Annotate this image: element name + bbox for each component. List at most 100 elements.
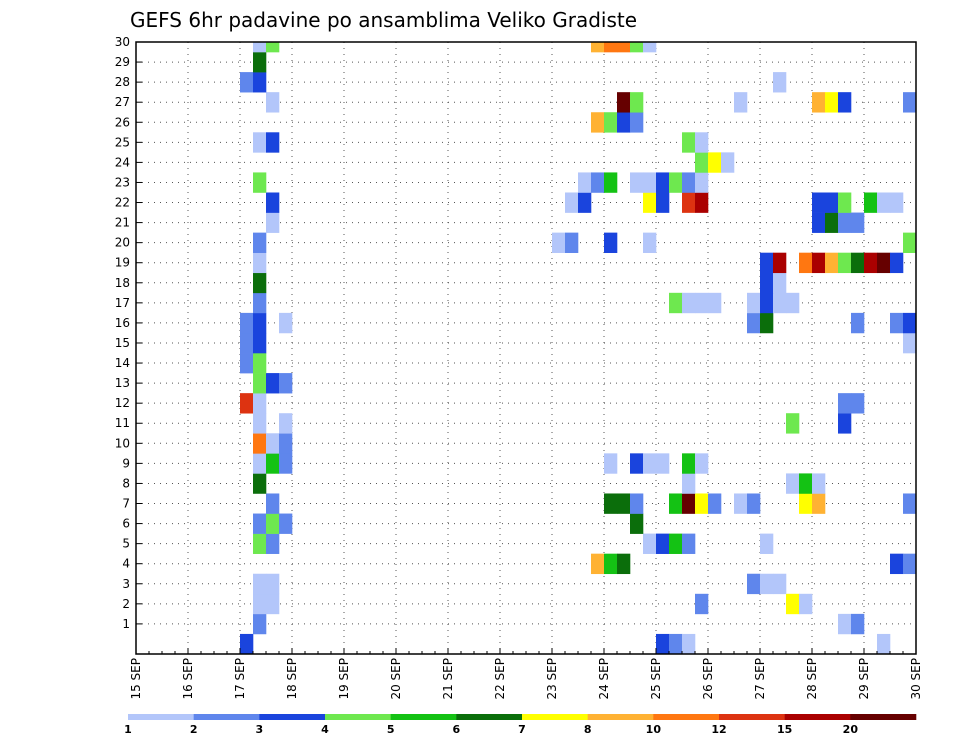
heatmap-cell <box>812 252 826 274</box>
x-tick-label: 23 SEP <box>545 658 559 700</box>
y-tick-label: 22 <box>115 196 130 210</box>
heatmap-cell <box>682 132 696 153</box>
heatmap-cell <box>682 192 696 213</box>
heatmap-cell <box>604 553 618 575</box>
heatmap-cell <box>877 192 891 213</box>
heatmap-cell <box>799 473 813 494</box>
heatmap-cell <box>773 292 787 314</box>
heatmap-cell <box>240 312 254 334</box>
y-tick-label: 13 <box>115 376 130 390</box>
heatmap-cell <box>812 473 826 494</box>
x-tick-label: 16 SEP <box>181 658 195 700</box>
heatmap-cell <box>851 613 865 635</box>
heatmap-cell <box>604 42 618 53</box>
heatmap-cell <box>903 493 917 514</box>
heatmap-cell <box>266 132 280 153</box>
heatmap-cell <box>669 633 683 655</box>
heatmap-cell <box>266 513 280 534</box>
heatmap-cell <box>617 112 631 133</box>
heatmap-cell <box>279 413 293 434</box>
heatmap-cell <box>682 172 696 193</box>
heatmap-cell <box>266 433 280 454</box>
heatmap-cell <box>812 212 826 233</box>
heatmap-cell <box>864 252 878 274</box>
colorbar-swatch <box>653 714 720 720</box>
heatmap-cell <box>656 192 670 213</box>
heatmap-cell <box>825 252 839 274</box>
heatmap-cell <box>266 192 280 213</box>
colorbar-swatch <box>193 714 260 720</box>
heatmap-cell <box>786 413 800 434</box>
colorbar-swatch <box>784 714 851 720</box>
heatmap-cell <box>656 172 670 193</box>
y-tick-label: 14 <box>115 356 130 370</box>
y-tick-label: 27 <box>115 95 130 109</box>
y-tick-label: 24 <box>115 155 130 169</box>
heatmap-cell <box>279 312 293 334</box>
heatmap-cell <box>773 272 787 294</box>
heatmap-cell <box>838 92 852 113</box>
heatmap-cell <box>864 192 878 213</box>
x-tick-label: 19 SEP <box>337 658 351 700</box>
heatmap-cell <box>266 212 280 233</box>
heatmap-cell <box>708 292 722 314</box>
y-tick-label: 5 <box>122 537 130 551</box>
y-tick-label: 7 <box>122 497 130 511</box>
y-tick-label: 4 <box>122 557 130 571</box>
heatmap-cell <box>825 192 839 213</box>
colorbar-label: 2 <box>190 723 198 736</box>
heatmap-cell <box>630 172 644 193</box>
heatmap-cell <box>240 353 254 374</box>
heatmap-cell <box>747 312 761 334</box>
heatmap-cell <box>851 312 865 334</box>
heatmap-cell <box>266 493 280 514</box>
heatmap-cell <box>786 292 800 314</box>
heatmap-cell <box>695 292 709 314</box>
heatmap-cell <box>656 453 670 474</box>
heatmap-cell <box>682 292 696 314</box>
colorbar-swatch <box>128 714 194 720</box>
x-tick-label: 18 SEP <box>285 658 299 700</box>
heatmap-cell <box>695 132 709 153</box>
colorbar-swatch <box>456 714 523 720</box>
heatmap-cell <box>825 212 839 233</box>
heatmap-cell <box>851 252 865 274</box>
heatmap-cell <box>734 493 748 514</box>
x-tick-label: 27 SEP <box>753 658 767 700</box>
colorbar-swatch <box>259 714 326 720</box>
heatmap-cell <box>240 633 254 655</box>
x-tick-label: 26 SEP <box>701 658 715 700</box>
heatmap-cell <box>695 493 709 514</box>
y-tick-label: 15 <box>115 336 130 350</box>
heatmap-cell <box>695 172 709 193</box>
heatmap-cell <box>682 453 696 474</box>
y-tick-label: 11 <box>115 416 130 430</box>
heatmap-cell <box>643 192 657 213</box>
x-tick-label: 17 SEP <box>233 658 247 700</box>
heatmap-cell <box>617 42 631 53</box>
heatmap-cell <box>773 72 787 93</box>
heatmap-cell <box>253 232 267 253</box>
heatmap-cell <box>253 533 267 554</box>
heatmap-cell <box>669 493 683 514</box>
heatmap-cell <box>604 232 618 253</box>
heatmap-cell <box>890 192 904 213</box>
y-tick-label: 17 <box>115 296 130 310</box>
heatmap-cell <box>903 312 917 334</box>
heatmap-cell <box>838 413 852 434</box>
heatmap-cell <box>695 152 709 173</box>
heatmap-cell <box>760 272 774 294</box>
heatmap-cell <box>266 92 280 113</box>
y-tick-label: 26 <box>115 115 130 129</box>
y-tick-label: 2 <box>122 597 130 611</box>
heatmap-cell <box>253 312 267 334</box>
heatmap-cell <box>253 573 267 595</box>
x-tick-label: 29 SEP <box>857 658 871 700</box>
heatmap-cell <box>838 252 852 274</box>
heatmap-cell <box>682 493 696 514</box>
y-tick-label: 9 <box>122 456 130 470</box>
heatmap-cell <box>877 252 891 274</box>
colorbar-label: 7 <box>518 723 526 736</box>
heatmap-cell <box>253 132 267 153</box>
y-tick-label: 28 <box>115 75 130 89</box>
